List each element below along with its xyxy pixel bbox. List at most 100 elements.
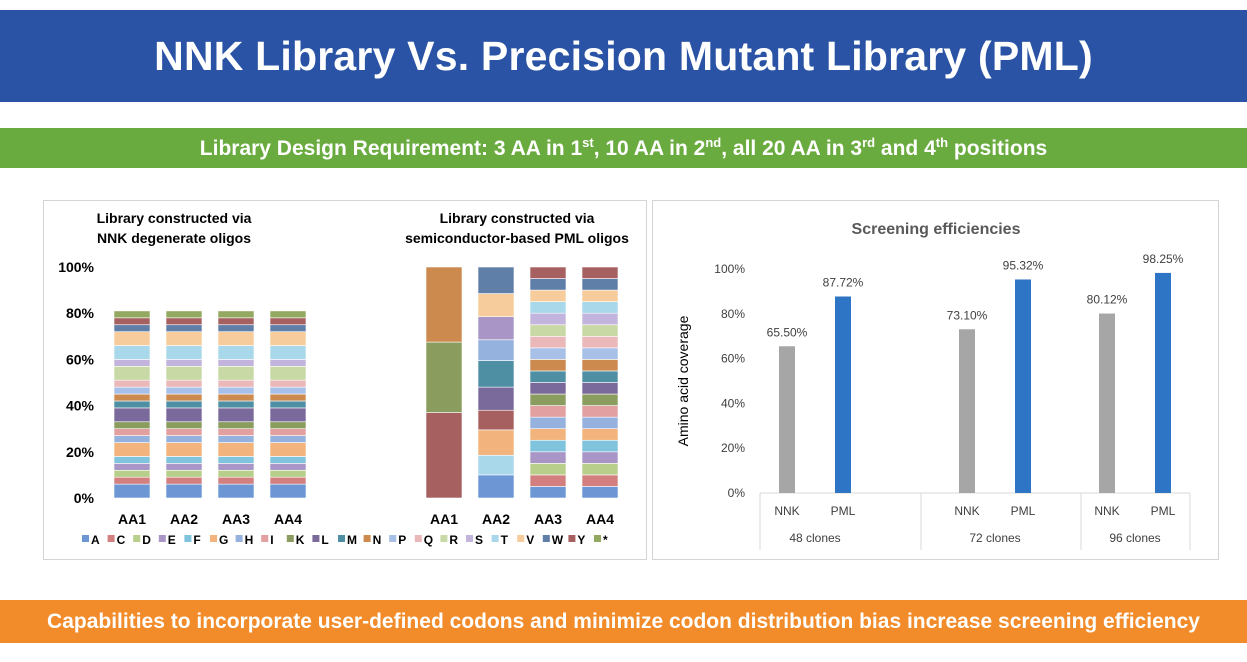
nnk-bar-AA3-segment-H: [217, 435, 255, 443]
nnk-bar-AA4-segment-L: [269, 407, 307, 423]
legend: A C D E F G H I K L M N P Q R S T V W Y *: [82, 533, 608, 547]
legend-label-E: E: [168, 533, 176, 547]
nnk-bar-AA3-segment-I: [217, 428, 255, 436]
pml-bar-AA2-segment-W: [477, 266, 515, 294]
nnk-bar-AA1-segment-I: [113, 428, 151, 436]
y-tick-label: 0%: [728, 486, 746, 500]
pml-bar-AA3-segment-P: [529, 347, 567, 360]
y-tick-label: 40%: [66, 398, 95, 414]
legend-swatch-I: [261, 535, 269, 542]
legend-swatch-P: [389, 535, 397, 542]
pml-bar-AA3-segment-I: [529, 405, 567, 418]
nnk-bar-AA4-segment-Y: [269, 317, 307, 326]
title-banner: NNK Library Vs. Precision Mutant Library…: [0, 10, 1247, 102]
legend-label-C: C: [117, 533, 126, 547]
pml-bar-AA3-segment-D: [529, 463, 567, 476]
y-tick-label: 20%: [66, 444, 95, 460]
pml-bar-AA4-segment-S: [581, 312, 619, 326]
legend-swatch-E: [158, 535, 166, 542]
pml-bar-AA4-segment-P: [581, 347, 619, 360]
nnk-bar-AA4-segment-D: [269, 469, 307, 478]
nnk-bar-AA3-segment-R: [217, 366, 255, 381]
nnk-bar-AA3-segment-K: [217, 421, 255, 430]
pml-bar-AA3-segment-H: [529, 416, 567, 429]
nnk-bar-AA1-segment-T: [113, 345, 151, 360]
nnk-bar-AA1-segment-Y: [113, 317, 151, 326]
nnk-bar-AA3-segment-T: [217, 345, 255, 360]
bar-PML-2: [1155, 272, 1171, 493]
legend-swatch-K: [286, 535, 294, 542]
pml-bar-AA3-segment-Y: [529, 266, 567, 279]
nnk-bar-AA4-segment-R: [269, 366, 307, 381]
pml-category-label: AA1: [430, 511, 458, 527]
nnk-bar-AA3-segment-C: [217, 476, 255, 485]
pml-bar-AA2-segment-L: [477, 386, 515, 411]
nnk-bar-AA2-segment-Y: [165, 317, 203, 326]
legend-label-Q: Q: [424, 533, 433, 547]
pml-bar-AA4-segment-Q: [581, 336, 619, 349]
legend-swatch-R: [440, 535, 448, 542]
nnk-bar-AA2-segment-W: [165, 324, 203, 332]
pml-bar-AA2-segment-H: [477, 339, 515, 361]
screening-chart: Screening efficiencies Amino acid coverag…: [675, 221, 1191, 550]
pml-bar-AA3-segment-N: [529, 359, 567, 372]
nnk-bar-AA3-segment-S: [217, 359, 255, 367]
nnk-bar-AA4-segment-E: [269, 463, 307, 471]
pml-bar-AA2-segment-G: [477, 429, 515, 456]
pml-bar-AA4-segment-I: [581, 405, 619, 418]
legend-label-A: A: [91, 533, 100, 547]
nnk-bar-AA4-segment-G: [269, 442, 307, 457]
series-label: PML: [831, 504, 856, 518]
legend-swatch-H: [235, 535, 243, 542]
bar-NNK-1: [959, 329, 975, 493]
bar-value-label: 87.72%: [823, 276, 864, 290]
series-label: NNK: [774, 504, 799, 518]
page-title: NNK Library Vs. Precision Mutant Library…: [154, 32, 1093, 79]
nnk-bar-AA1-segment-W: [113, 324, 151, 332]
nnk-bar-AA2-segment-K: [165, 421, 203, 430]
series-label: NNK: [1094, 504, 1119, 518]
nnk-bar-AA1-segment-Q: [113, 379, 151, 388]
bar-value-label: 80.12%: [1087, 293, 1128, 307]
nnk-bar-AA4-segment-*: [269, 310, 307, 319]
nnk-bar-AA4-segment-T: [269, 345, 307, 360]
nnk-category-label: AA1: [118, 511, 146, 527]
pml-bar-AA3-segment-S: [529, 312, 567, 326]
nnk-bar-AA2-segment-E: [165, 463, 203, 471]
nnk-bar-AA3-segment-M: [217, 400, 255, 409]
nnk-bar-AA1-segment-P: [113, 386, 151, 395]
nnk-bar-AA4-segment-P: [269, 386, 307, 395]
screening-chart-title: Screening efficiencies: [852, 221, 1021, 238]
bar-value-label: 65.50%: [767, 325, 808, 339]
nnk-bar-AA2-segment-N: [165, 393, 203, 402]
distribution-chart-panel: Library constructed via NNK degenerate ol…: [43, 200, 647, 560]
pml-bar-AA4-segment-C: [581, 474, 619, 487]
pml-bar-AA3-segment-A: [529, 486, 567, 499]
pml-bar-AA4-segment-W: [581, 278, 619, 291]
pml-bar-AA3-segment-G: [529, 428, 567, 441]
pml-bar-AA4-segment-N: [581, 359, 619, 372]
nnk-bar-AA1-segment-G: [113, 442, 151, 457]
pml-bar-AA3-segment-W: [529, 278, 567, 291]
nnk-bar-AA2-segment-R: [165, 366, 203, 381]
nnk-bar-AA1-segment-M: [113, 400, 151, 409]
pml-bar-AA2-segment-V: [477, 293, 515, 317]
series-label: PML: [1011, 504, 1036, 518]
pml-bar-AA3-segment-C: [529, 474, 567, 487]
legend-swatch-Y: [568, 535, 576, 542]
legend-label-T: T: [501, 533, 509, 547]
nnk-bar-AA3-segment-N: [217, 393, 255, 402]
nnk-bar-AA2-segment-H: [165, 435, 203, 443]
pml-bar-AA1-segment-K: [425, 341, 463, 413]
nnk-bar-AA3-segment-*: [217, 310, 255, 319]
bar-value-label: 73.10%: [947, 308, 988, 322]
nnk-bar-AA2-segment-Q: [165, 379, 203, 388]
pml-bar-AA3-segment-M: [529, 370, 567, 383]
legend-swatch-G: [210, 535, 217, 542]
nnk-bar-AA4-segment-Q: [269, 379, 307, 388]
nnk-bar-AA1-segment-V: [113, 331, 151, 346]
y-tick-label: 40%: [721, 396, 745, 410]
y-tick-label: 100%: [58, 259, 94, 275]
pml-bar-AA3-segment-Q: [529, 336, 567, 349]
nnk-bar-AA4-segment-V: [269, 331, 307, 346]
